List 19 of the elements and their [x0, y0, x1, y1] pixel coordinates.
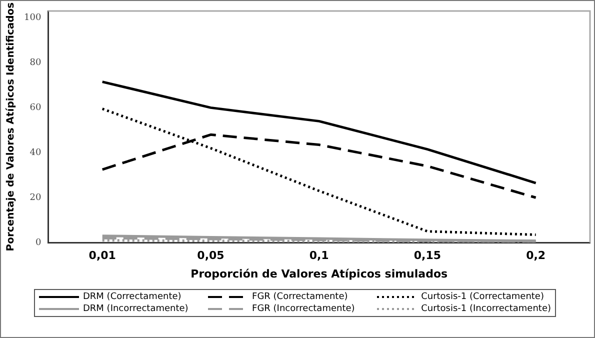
y-tick-label: 60: [30, 103, 42, 114]
x-axis-title: Proporción de Valores Atípicos simulados: [190, 267, 448, 280]
x-tick-label: 0,05: [197, 249, 224, 262]
y-tick-label: 20: [30, 192, 42, 203]
y-tick-label: 40: [30, 148, 42, 158]
y-tick-label: 100: [24, 13, 42, 24]
y-tick-label: 0: [35, 238, 42, 248]
legend-label: FGR (Incorrectamente): [252, 304, 355, 314]
x-tick-label: 0,2: [526, 249, 546, 262]
legend-label: Curtosis-1 (Incorrectamente): [421, 304, 551, 314]
x-tick-label: 0,1: [309, 249, 329, 262]
x-tick-label: 0,15: [414, 249, 442, 262]
y-tick-label: 80: [30, 58, 42, 68]
legend-label: DRM (Incorrectamente): [83, 304, 188, 314]
legend-label: DRM (Correctamente): [83, 292, 182, 302]
legend-label: FGR (Correctamente): [252, 292, 348, 302]
y-axis-title: Porcentaje de Valores Atípicos Identificados: [6, 2, 17, 252]
x-tick-label: 0,01: [88, 249, 116, 262]
legend-label: Curtosis-1 (Correctamente): [421, 292, 544, 302]
